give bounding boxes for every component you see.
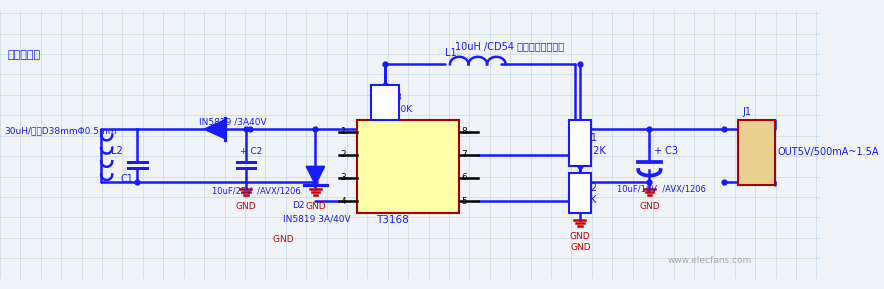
Text: GND: GND: [305, 201, 325, 211]
Text: GND: GND: [569, 232, 591, 241]
Text: IN: IN: [362, 150, 372, 160]
Text: T3168: T3168: [376, 215, 408, 225]
Text: + C3: + C3: [654, 147, 678, 156]
Bar: [737, 120, 774, 185]
Text: www.elecfans.com: www.elecfans.com: [668, 256, 752, 265]
Text: L2: L2: [111, 147, 123, 156]
Text: NC: NC: [362, 127, 376, 136]
Text: 6.2K: 6.2K: [584, 146, 606, 155]
Text: GND: GND: [235, 201, 256, 211]
Text: 1: 1: [340, 127, 347, 136]
Text: GND: GND: [639, 201, 659, 211]
Text: 10uF/16V  /AVX/1206: 10uF/16V /AVX/1206: [617, 184, 705, 193]
Text: IN5819 3A/40V: IN5819 3A/40V: [283, 215, 351, 224]
Text: 2: 2: [749, 161, 756, 171]
Text: NC: NC: [417, 173, 431, 183]
Text: R1: R1: [584, 134, 598, 143]
Polygon shape: [306, 166, 324, 185]
Text: 7: 7: [461, 150, 467, 159]
Text: U13: U13: [371, 108, 391, 118]
Text: NC: NC: [417, 127, 431, 136]
Bar: [357, 120, 459, 213]
Text: VA: VA: [417, 196, 431, 206]
Text: 2K: 2K: [584, 195, 597, 205]
Text: + C2: + C2: [240, 147, 263, 156]
Text: 8: 8: [461, 127, 467, 136]
Bar: [371, 85, 399, 120]
Text: 2: 2: [340, 150, 347, 159]
Text: IN5819 /3A40V: IN5819 /3A40V: [200, 117, 267, 126]
Bar: [568, 120, 591, 166]
Text: L1: L1: [446, 48, 457, 58]
Text: GND: GND: [362, 196, 385, 206]
Text: O/F: O/F: [417, 150, 434, 160]
Text: 3: 3: [340, 173, 347, 182]
Text: 10uH /CD54 贴片功率绕线电感: 10uH /CD54 贴片功率绕线电感: [454, 41, 564, 51]
Text: GND: GND: [272, 235, 299, 244]
Text: 6: 6: [461, 173, 467, 182]
Bar: [568, 173, 591, 213]
Text: C1: C1: [120, 174, 133, 184]
Text: 100K: 100K: [390, 105, 413, 114]
Text: R2: R2: [584, 183, 598, 193]
Polygon shape: [204, 120, 225, 138]
Text: 1: 1: [749, 138, 756, 148]
Text: D2: D2: [293, 201, 305, 210]
Text: 接收模块：: 接收模块：: [7, 50, 41, 60]
Text: 5: 5: [461, 197, 467, 205]
Text: 30uH/线圈D38mmΦ0.5mm: 30uH/线圈D38mmΦ0.5mm: [4, 127, 118, 136]
Text: OUT5V/500mA~1.5A: OUT5V/500mA~1.5A: [777, 147, 879, 158]
Text: GND: GND: [570, 242, 591, 251]
Text: OUT: OUT: [362, 173, 383, 183]
Text: J1: J1: [743, 108, 751, 118]
Text: R3: R3: [390, 93, 401, 102]
Text: 10uF/25V  /AVX/1206: 10uF/25V /AVX/1206: [211, 187, 301, 196]
Text: 4: 4: [340, 197, 347, 205]
